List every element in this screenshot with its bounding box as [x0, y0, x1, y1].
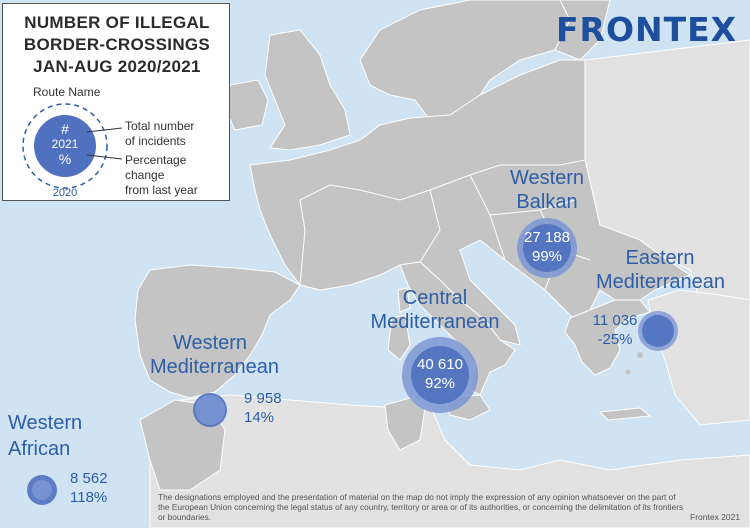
- eastern-mediterranean-name-2: Mediterranean: [596, 271, 725, 293]
- land-iberia: [134, 264, 301, 399]
- map-disclaimer: The designations employed and the presen…: [158, 492, 684, 523]
- land-sardinia: [387, 314, 411, 361]
- legend-box: NUMBER OF ILLEGAL BORDER-CROSSINGS JAN-A…: [2, 3, 230, 201]
- land-greece: [564, 299, 651, 376]
- island-1: [637, 352, 643, 358]
- bubble-western-african-2020: [32, 480, 52, 500]
- western-african-count: 8 562: [70, 470, 108, 487]
- western-balkan-count: 27 188: [524, 229, 570, 246]
- legend-2021-circle: [34, 115, 96, 177]
- land-italy: [399, 261, 516, 396]
- western-balkan-name-2: Balkan: [516, 191, 578, 213]
- route-label-central-mediterranean[interactable]: Central Mediterranean: [370, 287, 500, 333]
- central-mediterranean-name-1: Central: [402, 287, 468, 309]
- map-credit: Frontex 2021: [690, 512, 741, 522]
- eastern-mediterranean-stats: 11 036 -25%: [590, 312, 640, 350]
- eastern-mediterranean-change: -25%: [597, 330, 633, 348]
- western-balkan-change: 99%: [531, 247, 563, 265]
- legend-change-line-1: Percentage change: [125, 153, 187, 182]
- bubble-western-mediterranean-2020: [195, 395, 225, 425]
- island-2: [625, 369, 631, 375]
- legend-change-line-2: from last year: [125, 183, 198, 197]
- western-mediterranean-stats: 9 958 14%: [244, 390, 282, 428]
- route-label-western-balkan[interactable]: Western Balkan: [505, 167, 589, 213]
- western-mediterranean-name-1: Western: [172, 332, 248, 354]
- bubble-central-mediterranean-2021[interactable]: [411, 346, 469, 404]
- western-mediterranean-count: 9 958: [244, 390, 282, 407]
- land-great-britain: [264, 29, 351, 151]
- legend-change-pointer: [86, 154, 123, 160]
- legend-total-line-1: Total number: [125, 119, 195, 133]
- western-african-name-2: African: [8, 438, 71, 460]
- legend-hash: #: [61, 121, 69, 137]
- legend-route-name: Route Name: [33, 85, 101, 99]
- route-label-eastern-mediterranean[interactable]: Eastern Mediterranean: [596, 247, 725, 293]
- western-mediterranean-name-2: Mediterranean: [150, 356, 279, 378]
- legend-total-line-2: of incidents: [125, 134, 186, 148]
- title-line-1: NUMBER OF ILLEGAL: [24, 13, 210, 32]
- legend-change-label: Percentage change from last year: [125, 153, 229, 198]
- western-african-name-1: Western: [8, 412, 83, 434]
- land-scandinavia: [359, 0, 571, 126]
- western-balkan-name-1: Western: [509, 167, 585, 189]
- legend-bubble-graphic: [22, 103, 123, 189]
- eastern-mediterranean-count: 11 036: [592, 312, 638, 329]
- western-balkan-stats: 27 188 99%: [512, 229, 582, 267]
- frontex-logo: FRONTEX: [556, 10, 738, 49]
- central-mediterranean-stats: 40 610 92%: [405, 356, 475, 394]
- bubble-western-balkan-2021[interactable]: [523, 224, 571, 272]
- legend-2020-dashed-circle: [22, 103, 108, 189]
- legend-percent: %: [58, 151, 72, 167]
- land-ireland: [224, 79, 269, 131]
- title-line-2: BORDER-CROSSINGS: [23, 35, 211, 54]
- route-label-western-african[interactable]: Western African: [8, 412, 82, 460]
- central-mediterranean-count: 40 610: [417, 356, 463, 373]
- title-line-3: JAN-AUG 2020/2021: [33, 57, 201, 76]
- land-corsica: [397, 287, 411, 313]
- legend-total-pointer: [86, 127, 123, 133]
- bubble-eastern-mediterranean-2021[interactable]: [642, 315, 674, 347]
- legend-year-previous: 2020: [52, 187, 78, 199]
- western-african-stats: 8 562 118%: [70, 470, 108, 508]
- central-mediterranean-change: 92%: [424, 374, 456, 392]
- map-title: NUMBER OF ILLEGAL BORDER-CROSSINGS JAN-A…: [3, 12, 231, 78]
- western-african-change: 118%: [70, 488, 108, 506]
- land-north-africa: [149, 394, 750, 528]
- route-label-western-mediterranean[interactable]: Western Mediterranean: [150, 332, 279, 378]
- western-mediterranean-change: 14%: [244, 408, 275, 426]
- legend-year-current: 2021: [51, 137, 79, 151]
- legend-total-label: Total number of incidents: [125, 119, 194, 149]
- land-crete: [598, 407, 652, 421]
- central-mediterranean-name-2: Mediterranean: [370, 311, 500, 333]
- eastern-mediterranean-name-1: Eastern: [625, 247, 695, 269]
